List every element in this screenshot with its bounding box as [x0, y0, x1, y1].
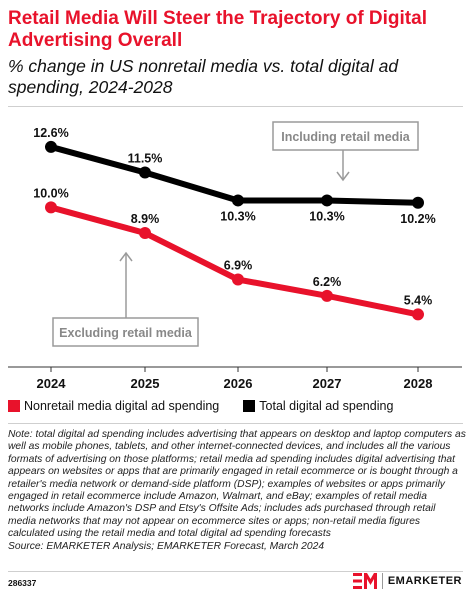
legend-swatch-black	[243, 400, 256, 412]
legend-swatch-red	[8, 400, 20, 412]
x-tick-label: 2024	[37, 376, 67, 391]
chart-title: Retail Media Will Steer the Trajectory o…	[8, 8, 427, 51]
annotation-box	[52, 317, 199, 347]
x-tick-label: 2026	[224, 376, 253, 391]
data-label: 11.5%	[128, 152, 163, 166]
em-logo-icon	[352, 573, 377, 589]
legend-label-total: Total digital ad spending	[259, 399, 394, 413]
x-tick-label: 2025	[131, 376, 160, 391]
data-label: 10.3%	[309, 209, 344, 223]
chart-id: 286337	[8, 578, 37, 588]
annotation-label: Excluding retail media	[59, 326, 193, 340]
footer-divider	[8, 571, 463, 572]
data-label: 10.2%	[400, 212, 435, 226]
x-tick-label: 2028	[404, 376, 433, 391]
x-axis-ticks: 2024 2025 2026 2027 2028	[37, 367, 433, 391]
legend-label-nonretail: Nonretail media digital ad spending	[24, 399, 220, 413]
data-point	[232, 194, 244, 207]
data-point	[139, 227, 151, 240]
data-point	[232, 273, 244, 286]
chart-subtitle: % change in US nonretail media vs. total…	[8, 56, 399, 97]
data-label: 6.9%	[224, 259, 253, 273]
data-point	[139, 166, 151, 179]
x-tick-label: 2027	[313, 376, 342, 391]
series	[45, 140, 424, 321]
series-line-0	[48, 143, 421, 206]
top-divider	[8, 106, 463, 107]
annotation-arrowhead	[119, 251, 133, 262]
data-point	[412, 196, 424, 209]
legend-item-nonretail: Nonretail media digital ad spending	[8, 399, 219, 413]
data-point	[412, 308, 424, 321]
data-point	[45, 140, 57, 153]
data-label: 8.9%	[131, 212, 160, 226]
data-label: 10.3%	[220, 209, 255, 223]
annotation-arrowhead	[336, 171, 350, 182]
annotations: Including retail media Excluding retail m…	[52, 121, 419, 347]
brand-logo: EMARKETER	[352, 573, 462, 589]
note-text: Note: total digital ad spending includes…	[8, 429, 466, 540]
data-point	[321, 289, 333, 302]
line-chart: 2024 2025 2026 2027 2028 Including retail me…	[8, 121, 462, 391]
source-text: Source: EMARKETER Analysis; EMARKETER Fo…	[8, 540, 325, 552]
brand-separator	[381, 573, 383, 589]
data-label: 12.6%	[33, 126, 68, 140]
annotation-label: Including retail media	[281, 130, 411, 144]
data-labels: 12.6% 11.5% 10.3% 10.3% 10.2% 10.0% 8.9% 6.9% 6.…	[33, 126, 435, 307]
bottom-divider	[8, 423, 463, 424]
brand-name: EMARKETER	[387, 575, 462, 587]
data-point	[321, 194, 333, 207]
legend: Nonretail media digital ad spending Tota…	[8, 399, 417, 413]
footnote: Note: total digital ad spending includes…	[8, 429, 466, 553]
annotation-box	[272, 121, 419, 151]
data-label: 6.2%	[313, 275, 342, 289]
legend-item-total: Total digital ad spending	[243, 399, 393, 413]
data-label: 10.0%	[33, 186, 68, 200]
data-point	[45, 201, 57, 214]
data-label: 5.4%	[404, 293, 433, 307]
